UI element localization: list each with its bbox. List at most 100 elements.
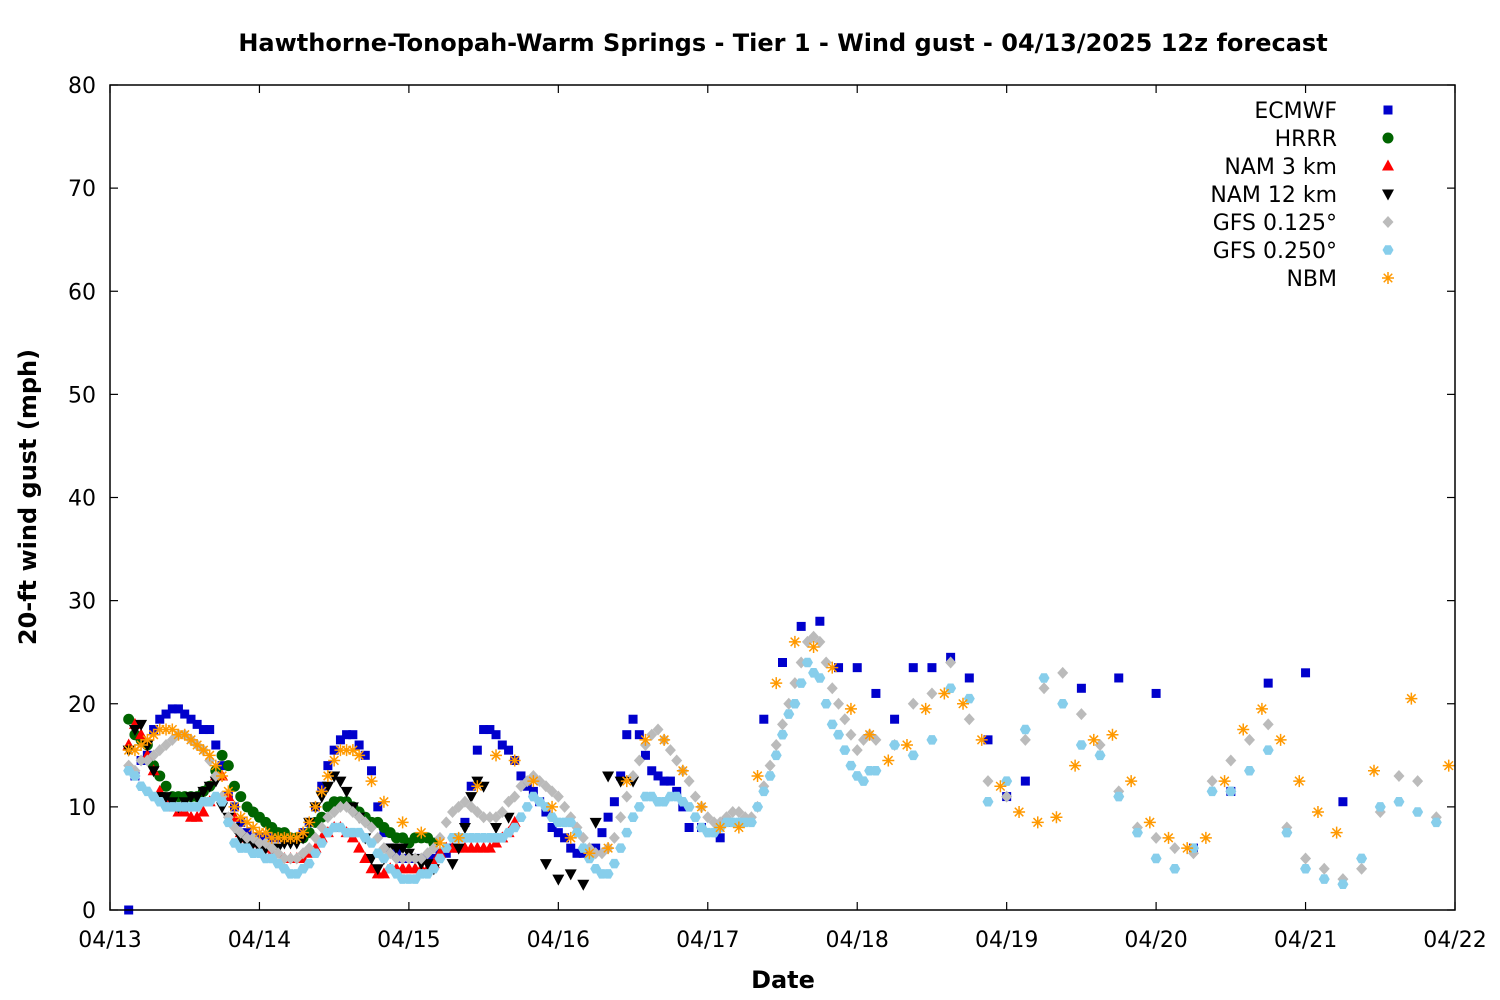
- data-point: [377, 795, 390, 808]
- data-point: [733, 806, 745, 819]
- data-point: [1143, 816, 1156, 829]
- data-point: [453, 800, 465, 813]
- data-point: [908, 663, 918, 673]
- data-point: [826, 682, 838, 695]
- data-point: [807, 641, 820, 654]
- data-point: [1218, 775, 1231, 788]
- data-point: [490, 823, 503, 834]
- data-point: [602, 869, 614, 879]
- data-point: [135, 739, 148, 751]
- data-point: [890, 714, 900, 724]
- data-point: [272, 831, 285, 844]
- data-point: [640, 750, 650, 760]
- data-point: [870, 733, 882, 746]
- data-point: [409, 852, 421, 865]
- data-point: [1430, 817, 1442, 828]
- data-point: [1151, 688, 1161, 698]
- y-tick-label: 50: [68, 383, 96, 408]
- data-point: [259, 826, 272, 839]
- data-point: [452, 831, 465, 844]
- x-tick-label: 04/16: [527, 928, 590, 953]
- data-point: [727, 806, 739, 819]
- data-point: [814, 673, 826, 683]
- data-point: [752, 802, 764, 812]
- data-point: [676, 764, 689, 777]
- data-point: [1338, 797, 1348, 807]
- data-point: [390, 852, 402, 865]
- data-point: [795, 678, 807, 688]
- data-point: [1094, 739, 1106, 751]
- data-point: [528, 786, 538, 796]
- data-point: [1069, 759, 1082, 772]
- data-point: [172, 728, 185, 741]
- data-point: [814, 635, 826, 648]
- data-point: [621, 827, 633, 838]
- legend-label: NAM 12 km: [1210, 183, 1337, 208]
- data-points: [122, 616, 1455, 915]
- data-point: [360, 750, 370, 760]
- data-point: [465, 792, 478, 804]
- data-point: [547, 823, 557, 832]
- data-point: [1187, 843, 1199, 853]
- data-point: [1337, 879, 1349, 889]
- data-point: [217, 761, 227, 771]
- data-point: [321, 781, 334, 793]
- data-point: [715, 833, 725, 843]
- data-point: [907, 697, 919, 710]
- y-tick-label: 0: [82, 899, 96, 924]
- data-point: [1038, 682, 1050, 695]
- data-point: [770, 750, 782, 761]
- legend-label: NAM 3 km: [1224, 155, 1337, 180]
- data-point: [1300, 852, 1312, 865]
- data-point: [222, 760, 234, 772]
- data-point: [222, 817, 234, 828]
- data-point: [504, 745, 514, 755]
- data-point: [428, 863, 440, 874]
- data-point: [695, 800, 708, 813]
- data-point: [603, 812, 613, 822]
- data-point: [839, 713, 851, 726]
- data-point: [564, 869, 577, 881]
- data-point: [458, 823, 471, 834]
- data-point: [552, 874, 565, 886]
- data-point: [1356, 853, 1368, 864]
- data-point: [354, 740, 364, 750]
- data-point: [353, 749, 366, 762]
- data-point: [322, 811, 334, 824]
- data-point: [926, 735, 938, 745]
- data-point: [285, 852, 297, 865]
- data-point: [309, 800, 322, 813]
- data-point: [844, 702, 857, 715]
- legend-marker: [1382, 272, 1394, 284]
- data-point: [900, 739, 913, 751]
- data-point: [553, 828, 563, 838]
- data-point: [415, 852, 427, 865]
- data-point: [1274, 733, 1287, 746]
- data-point: [123, 713, 135, 725]
- data-point: [479, 725, 489, 735]
- data-point: [1162, 831, 1175, 844]
- data-point: [634, 730, 644, 740]
- data-point: [1311, 806, 1324, 819]
- data-point: [527, 775, 540, 788]
- data-point: [155, 714, 165, 724]
- data-point: [770, 739, 782, 751]
- data-point: [265, 831, 278, 844]
- data-point: [434, 853, 446, 864]
- data-point: [1368, 764, 1380, 777]
- data-point: [365, 775, 378, 788]
- data-point: [135, 719, 148, 731]
- data-point: [1255, 702, 1268, 715]
- data-point: [328, 771, 341, 783]
- data-point: [440, 816, 452, 829]
- data-point: [1114, 673, 1124, 683]
- data-point: [546, 800, 559, 813]
- data-point: [572, 848, 582, 858]
- data-point: [471, 806, 483, 819]
- data-point: [609, 797, 619, 807]
- data-point: [441, 848, 451, 858]
- data-point: [135, 754, 147, 767]
- data-point: [340, 744, 353, 757]
- data-point: [684, 823, 694, 832]
- data-point: [564, 831, 577, 844]
